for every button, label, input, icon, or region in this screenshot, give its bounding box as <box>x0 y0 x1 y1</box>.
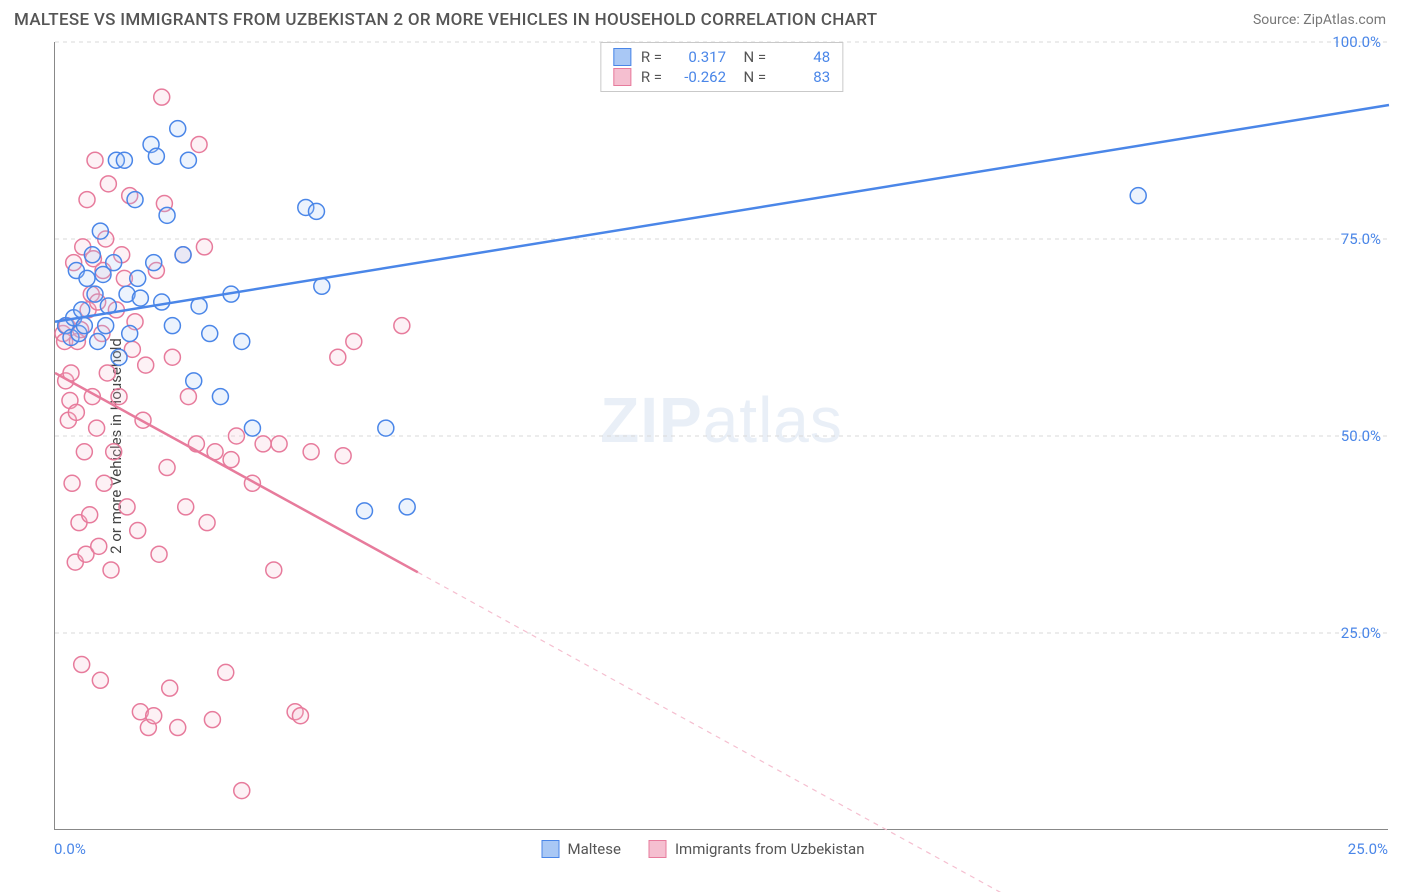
n-value-0: 48 <box>776 48 830 66</box>
swatch-series-0 <box>613 48 631 66</box>
svg-text:50.0%: 50.0% <box>1341 427 1381 445</box>
legend-row-series-0: R = 0.317 N = 48 <box>613 47 830 67</box>
r-label: R = <box>641 68 662 86</box>
n-value-1: 83 <box>776 68 830 86</box>
swatch-series-0 <box>542 840 560 858</box>
header: MALTESE VS IMMIGRANTS FROM UZBEKISTAN 2 … <box>0 0 1406 36</box>
legend-row-series-1: R = -0.262 N = 83 <box>613 67 830 87</box>
svg-text:75.0%: 75.0% <box>1341 230 1381 248</box>
x-tick-25: 25.0% <box>1348 840 1388 858</box>
scatter-svg: 25.0%50.0%75.0%100.0% <box>55 42 1388 829</box>
correlation-legend: R = 0.317 N = 48 R = -0.262 N = 83 <box>600 42 843 92</box>
legend-label-0: Maltese <box>568 840 621 858</box>
n-label: N = <box>736 68 766 86</box>
series-legend: Maltese Immigrants from Uzbekistan <box>542 840 865 858</box>
legend-item-0: Maltese <box>542 840 621 858</box>
chart-title: MALTESE VS IMMIGRANTS FROM UZBEKISTAN 2 … <box>14 10 877 30</box>
r-value-0: 0.317 <box>672 48 726 66</box>
svg-text:25.0%: 25.0% <box>1341 624 1381 642</box>
x-tick-0: 0.0% <box>54 840 86 858</box>
swatch-series-1 <box>649 840 667 858</box>
chart-plot-area: ZIPatlas R = 0.317 N = 48 R = -0.262 N =… <box>54 42 1388 830</box>
legend-label-1: Immigrants from Uzbekistan <box>675 840 865 858</box>
svg-text:100.0%: 100.0% <box>1332 33 1381 51</box>
n-label: N = <box>736 48 766 66</box>
r-label: R = <box>641 48 662 66</box>
source-attribution: Source: ZipAtlas.com <box>1253 12 1386 28</box>
r-value-1: -0.262 <box>672 68 726 86</box>
swatch-series-1 <box>613 68 631 86</box>
legend-item-1: Immigrants from Uzbekistan <box>649 840 865 858</box>
